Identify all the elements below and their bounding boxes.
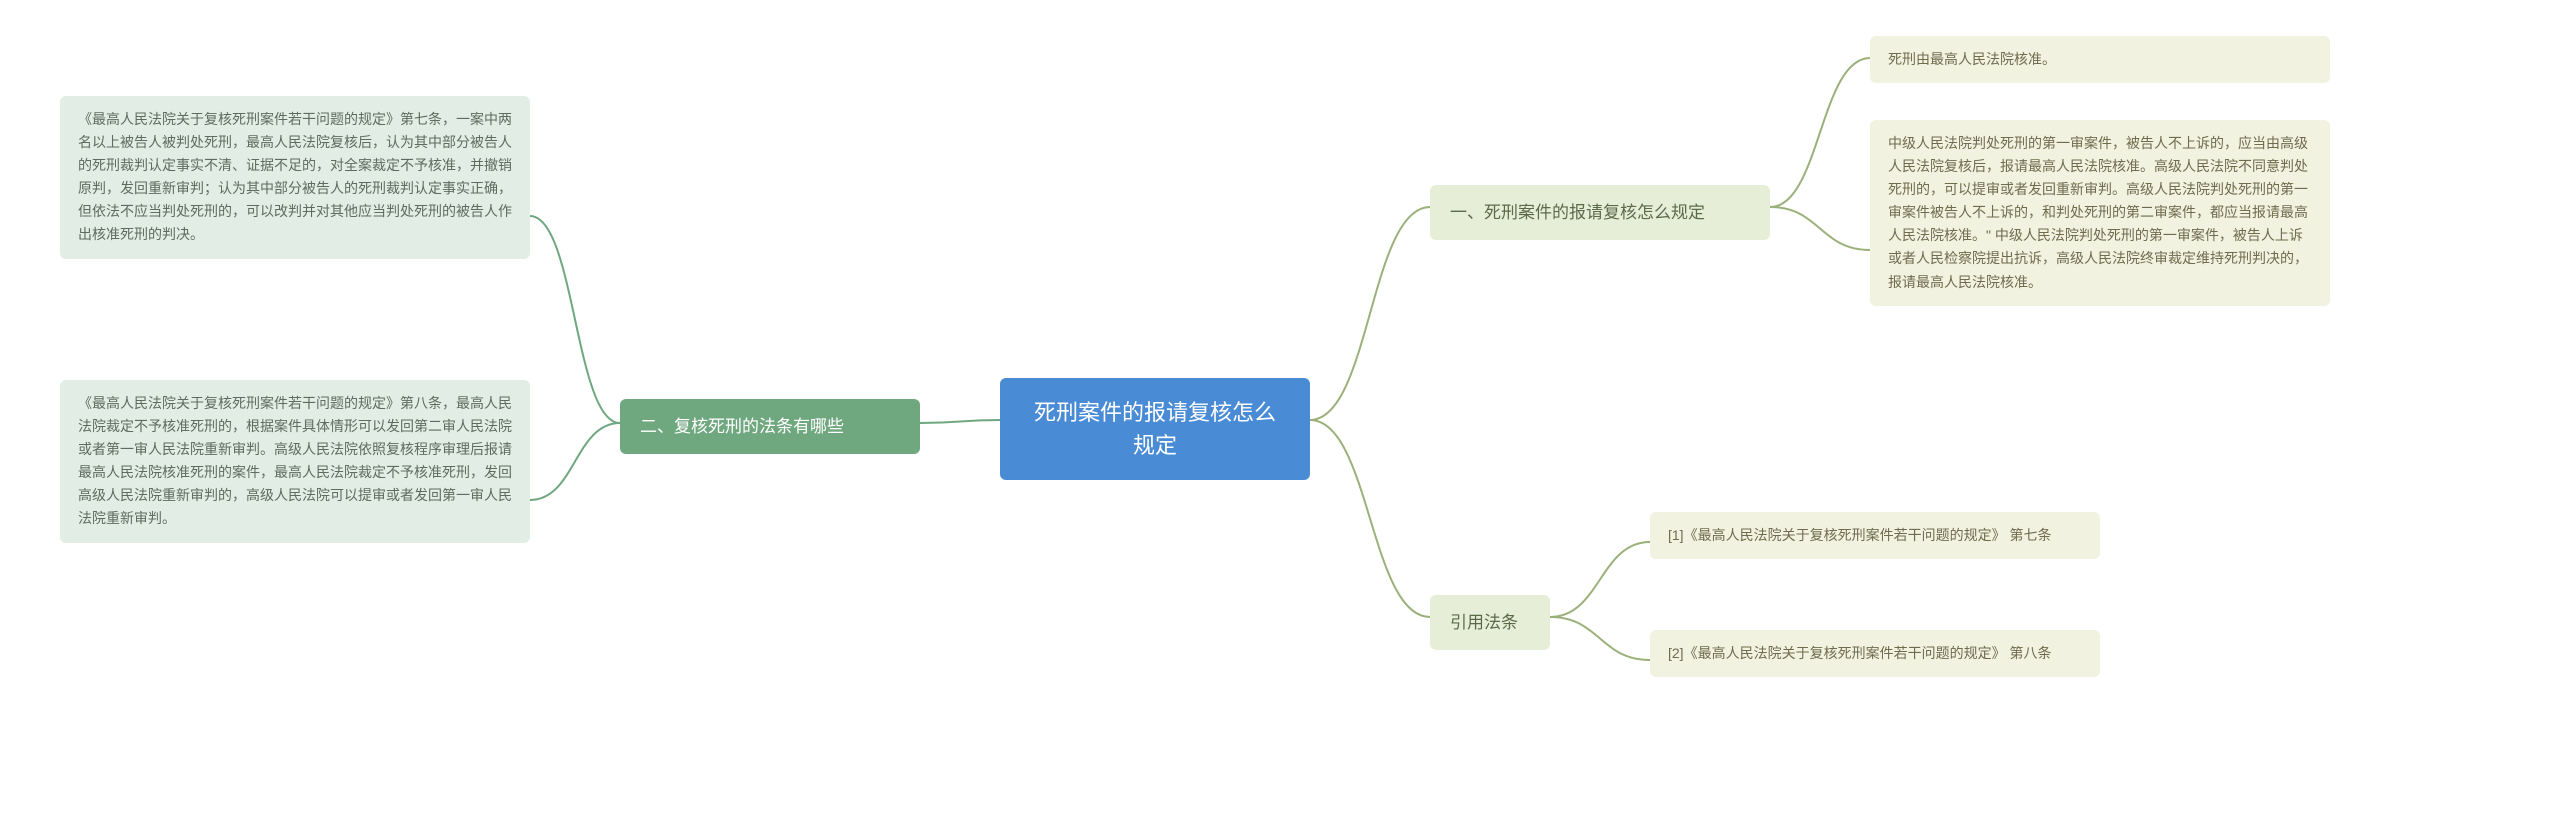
branch-right-1-text: 引用法条	[1450, 613, 1518, 632]
leaf-left-0-text: 《最高人民法院关于复核死刑案件若干问题的规定》第七条，一案中两名以上被告人被判处…	[78, 111, 512, 242]
leaf-left-1-text: 《最高人民法院关于复核死刑案件若干问题的规定》第八条，最高人民法院裁定不予核准死…	[78, 395, 512, 526]
leaf-right-1-0-text: [1]《最高人民法院关于复核死刑案件若干问题的规定》 第七条	[1668, 527, 2051, 543]
branch-left-text: 二、复核死刑的法条有哪些	[640, 417, 844, 436]
leaf-right-0-1: 中级人民法院判处死刑的第一审案件，被告人不上诉的，应当由高级人民法院复核后，报请…	[1870, 120, 2330, 306]
leaf-right-1-1: [2]《最高人民法院关于复核死刑案件若干问题的规定》 第八条	[1650, 630, 2100, 677]
leaf-left-1: 《最高人民法院关于复核死刑案件若干问题的规定》第八条，最高人民法院裁定不予核准死…	[60, 380, 530, 543]
leaf-right-0-0-text: 死刑由最高人民法院核准。	[1888, 51, 2056, 67]
leaf-left-0: 《最高人民法院关于复核死刑案件若干问题的规定》第七条，一案中两名以上被告人被判处…	[60, 96, 530, 259]
branch-right-0-text: 一、死刑案件的报请复核怎么规定	[1450, 203, 1705, 222]
branch-left: 二、复核死刑的法条有哪些	[620, 399, 920, 454]
leaf-right-0-1-text: 中级人民法院判处死刑的第一审案件，被告人不上诉的，应当由高级人民法院复核后，报请…	[1888, 135, 2308, 290]
branch-right-0: 一、死刑案件的报请复核怎么规定	[1430, 185, 1770, 240]
leaf-right-1-1-text: [2]《最高人民法院关于复核死刑案件若干问题的规定》 第八条	[1668, 645, 2051, 661]
branch-right-1: 引用法条	[1430, 595, 1550, 650]
center-text: 死刑案件的报请复核怎么规定	[1034, 400, 1276, 458]
leaf-right-1-0: [1]《最高人民法院关于复核死刑案件若干问题的规定》 第七条	[1650, 512, 2100, 559]
leaf-right-0-0: 死刑由最高人民法院核准。	[1870, 36, 2330, 83]
center-node: 死刑案件的报请复核怎么规定	[1000, 378, 1310, 480]
